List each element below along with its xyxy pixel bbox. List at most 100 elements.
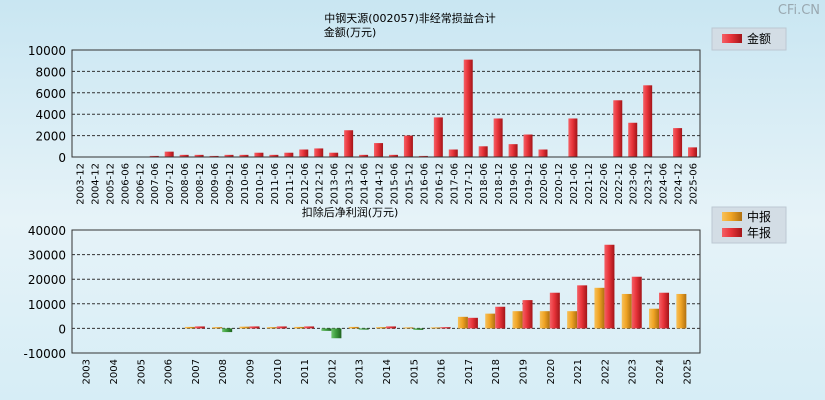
bar-amount	[493, 118, 503, 157]
chart-1-x-ticks: 2003-12 2004-12 2005-12 2006-06 2006-12 2007-…	[75, 163, 699, 205]
bar-amount	[508, 144, 518, 157]
bar-amount	[388, 154, 398, 157]
bar-annual	[276, 326, 287, 329]
bar-annual	[522, 300, 533, 329]
bar-interim	[594, 287, 605, 329]
bar-annual	[549, 292, 560, 329]
y-tick-label: 0	[58, 151, 66, 165]
chart-2-title: 扣除后净利润(万元)	[302, 205, 399, 219]
x-tick-label: 2006-06	[120, 163, 131, 205]
chart-2-net-profit: 扣除后净利润(万元) -10000 0 10000 20000 30000 40000 2…	[23, 205, 787, 384]
chart-1-subtitle: 金额(万元)	[324, 25, 377, 39]
x-tick-label: 2015-06	[389, 163, 400, 205]
bar-amount	[374, 143, 384, 157]
x-tick-label: 2006	[164, 359, 175, 384]
bar-amount	[478, 146, 488, 157]
x-tick-label: 2007-06	[150, 163, 161, 205]
x-tick-label: 2005-12	[105, 163, 116, 205]
x-tick-label: 2010	[273, 359, 284, 384]
x-tick-label: 2004	[109, 359, 120, 384]
x-tick-label: 2013-06	[330, 163, 341, 205]
x-tick-label: 2010-12	[255, 163, 266, 205]
x-tick-label: 2019-06	[509, 163, 520, 205]
x-tick-label: 2016-12	[434, 163, 445, 205]
bar-annual	[386, 326, 396, 329]
bar-amount	[209, 155, 219, 157]
y-tick-label: 8000	[35, 65, 66, 79]
x-tick-label: 2020-06	[539, 163, 550, 205]
bar-interim	[184, 326, 195, 329]
x-tick-label: 2003	[82, 359, 93, 384]
y-tick-label: 2000	[35, 130, 66, 144]
bar-interim	[266, 327, 277, 329]
bar-annual	[604, 244, 615, 329]
legend-label-annual: 年报	[747, 225, 771, 240]
bar-interim	[621, 293, 632, 329]
chart-1-non-recurring: 中钢天源(002057)非经常损益合计 金额(万元) 0 2000 4000 6000…	[28, 11, 787, 205]
x-tick-label: 2017-12	[464, 163, 475, 205]
bar-interim	[212, 327, 223, 329]
x-tick-label: 2009-06	[210, 163, 221, 205]
chart-1-legend: 金额	[711, 27, 787, 51]
bar-amount	[299, 149, 309, 157]
x-tick-label: 2011-06	[270, 163, 281, 205]
bar-interim	[457, 316, 468, 329]
x-tick-label: 2013-12	[345, 163, 356, 205]
y-tick-label: 40000	[28, 224, 66, 238]
x-tick-label: 2012	[327, 359, 338, 384]
chart-2-bars	[184, 244, 687, 339]
bar-interim	[239, 326, 250, 329]
x-tick-label: 2012-06	[300, 163, 311, 205]
bar-annual	[304, 326, 315, 329]
x-tick-label: 2022-06	[599, 163, 610, 205]
bar-amount	[688, 147, 698, 157]
y-tick-label: 20000	[28, 273, 66, 287]
x-tick-label: 2011	[300, 359, 311, 384]
x-tick-label: 2023	[628, 359, 639, 384]
x-tick-label: 2019	[519, 359, 530, 384]
bar-amount	[239, 154, 249, 157]
x-tick-label: 2008-06	[180, 163, 191, 205]
bar-interim	[348, 326, 359, 329]
legend-label-amount: 金额	[747, 31, 771, 46]
x-tick-label: 2006-12	[135, 163, 146, 205]
x-tick-label: 2014	[382, 359, 393, 384]
bar-amount	[224, 154, 234, 157]
chart-1-bars	[149, 59, 698, 157]
x-tick-label: 2019-12	[524, 163, 535, 205]
bar-amount	[284, 152, 294, 157]
bar-amount	[164, 151, 174, 157]
x-tick-label: 2005	[136, 359, 147, 384]
bar-interim	[430, 327, 441, 329]
x-tick-label: 2012-12	[315, 163, 326, 205]
bar-annual	[331, 328, 342, 339]
y-tick-label: 6000	[35, 87, 66, 101]
x-tick-label: 2023-06	[629, 163, 640, 205]
x-tick-label: 2021	[573, 359, 584, 384]
bar-annual	[358, 328, 369, 330]
x-tick-label: 2014-06	[360, 163, 371, 205]
bar-interim	[485, 313, 496, 329]
bar-annual	[577, 285, 588, 329]
x-tick-label: 2008-12	[195, 163, 206, 205]
x-tick-label: 2009-12	[225, 163, 236, 205]
bar-annual	[222, 328, 233, 333]
bar-amount	[149, 155, 159, 157]
x-tick-label: 2018	[491, 359, 502, 384]
bar-amount	[329, 152, 339, 157]
bar-annual	[467, 317, 478, 329]
bar-amount	[359, 154, 369, 157]
bar-amount	[448, 149, 458, 157]
bar-amount	[418, 155, 428, 157]
x-tick-label: 2018-12	[494, 163, 505, 205]
bar-annual	[440, 327, 451, 329]
x-tick-label: 2016-06	[419, 163, 430, 205]
bar-interim	[376, 327, 386, 329]
x-tick-label: 2020-12	[554, 163, 565, 205]
bar-amount	[568, 118, 578, 157]
x-tick-label: 2025-06	[689, 163, 700, 205]
bar-amount	[344, 130, 354, 157]
bar-interim	[294, 326, 305, 329]
y-tick-label: 10000	[28, 298, 66, 312]
bar-interim	[321, 328, 332, 331]
